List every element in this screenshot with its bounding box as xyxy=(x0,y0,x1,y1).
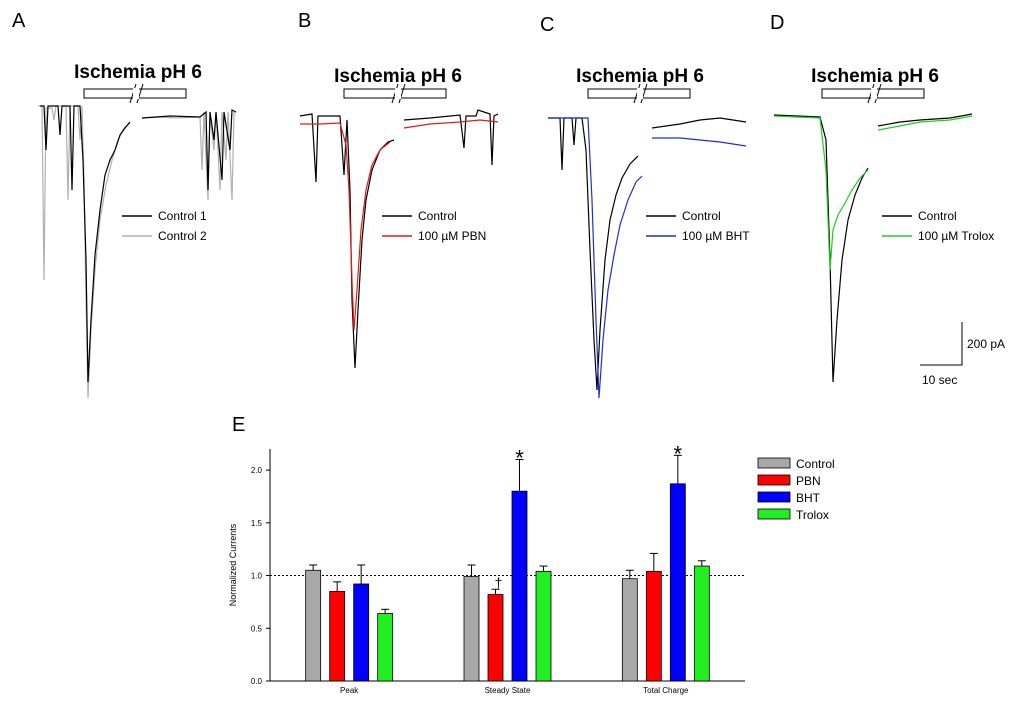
significance-marker: * xyxy=(674,441,683,466)
legend-label-control: Control xyxy=(418,209,457,223)
y-tick-label: 1.0 xyxy=(251,572,263,581)
legend-label-pbn: PBN xyxy=(796,474,821,488)
trace-control-1 xyxy=(40,105,237,383)
bar-trolox-peak xyxy=(377,613,394,682)
legend-label-control-2: Control 2 xyxy=(158,229,207,243)
legend-label-bht: BHT xyxy=(796,491,821,505)
scale-bar-time: 10 sec xyxy=(922,373,957,387)
y-tick-label: 2.0 xyxy=(251,466,263,475)
y-tick-label: 0.5 xyxy=(251,624,263,633)
panel-c-title: Ischemia pH 6 xyxy=(576,66,704,87)
panel-a-legend: Control 1 Control 2 xyxy=(122,209,207,243)
bar-pbn-steady-state xyxy=(487,594,504,682)
legend-swatch-pbn xyxy=(757,474,791,486)
y-tick-label: 1.5 xyxy=(251,519,263,528)
scale-bar-current: 200 pA xyxy=(967,337,1005,351)
panel-a-traces xyxy=(38,105,237,399)
panel-a-title: Ischemia pH 6 xyxy=(74,62,202,83)
panel-c-traces xyxy=(548,117,747,399)
panel-d-traces xyxy=(773,113,973,383)
bar-control-total-charge xyxy=(621,578,638,682)
legend-label-bht: 100 µM BHT xyxy=(682,229,750,243)
stimulus-bar-a xyxy=(83,83,187,104)
panel-letter-a: A xyxy=(12,10,26,32)
x-tick-label: Steady State xyxy=(485,686,531,695)
legend-label-pbn: 100 µM PBN xyxy=(418,229,486,243)
trace-control xyxy=(299,109,499,369)
legend-swatch-trolox xyxy=(757,508,791,520)
legend-swatch-control xyxy=(757,457,791,469)
x-tick-label: Peak xyxy=(340,686,359,695)
panel-b-title: Ischemia pH 6 xyxy=(334,66,462,87)
significance-marker: † xyxy=(495,574,503,590)
x-tick-label: Total Charge xyxy=(643,686,689,695)
bar-trolox-total-charge xyxy=(693,565,710,682)
panel-letter-c: C xyxy=(540,14,555,36)
panel-letter-b: B xyxy=(298,10,312,32)
panel-letter-d: D xyxy=(770,12,785,34)
bar-bht-total-charge xyxy=(669,483,686,682)
bar-pbn-total-charge xyxy=(645,570,662,682)
stimulus-bar-d xyxy=(821,83,925,104)
trace-pbn xyxy=(300,119,499,331)
bar-chart-e: 0.0 0.5 1.0 1.5 2.0 Normalized Currents Peak † *… xyxy=(228,441,835,695)
legend-label-control: Control xyxy=(682,209,721,223)
panel-c-legend: Control 100 µM BHT xyxy=(646,209,750,243)
legend-label-control: Control xyxy=(918,209,957,223)
panel-d-legend: Control 100 µM Trolox xyxy=(882,209,994,243)
panel-b-legend: Control 100 µM PBN xyxy=(382,209,486,243)
bar-bht-peak xyxy=(353,583,370,682)
legend-label-trolox: 100 µM Trolox xyxy=(918,229,994,243)
bar-trolox-steady-state xyxy=(535,570,552,682)
panel-d-title: Ischemia pH 6 xyxy=(811,66,939,87)
y-axis-label: Normalized Currents xyxy=(228,523,238,606)
bar-control-peak xyxy=(305,569,322,682)
legend-swatch-bht xyxy=(757,491,791,503)
y-tick-label: 0.0 xyxy=(251,677,263,686)
legend-label-trolox: Trolox xyxy=(796,508,829,522)
trace-control-2 xyxy=(38,105,237,399)
panel-letter-e: E xyxy=(232,414,245,436)
stimulus-bar-c xyxy=(587,83,691,104)
trace-control xyxy=(773,113,973,383)
trace-control xyxy=(548,117,747,391)
bar-bht-steady-state xyxy=(511,490,528,682)
bar-pbn-peak xyxy=(329,590,346,682)
legend-label-control: Control xyxy=(796,457,835,471)
trace-bht xyxy=(548,117,747,399)
significance-marker: * xyxy=(515,446,524,471)
scale-bar: 200 pA 10 sec xyxy=(920,322,1005,387)
panel-b-traces xyxy=(299,109,499,369)
legend-label-control-1: Control 1 xyxy=(158,209,207,223)
trace-trolox xyxy=(773,115,973,271)
stimulus-bar-b xyxy=(343,83,447,104)
bar-control-steady-state xyxy=(463,576,480,682)
